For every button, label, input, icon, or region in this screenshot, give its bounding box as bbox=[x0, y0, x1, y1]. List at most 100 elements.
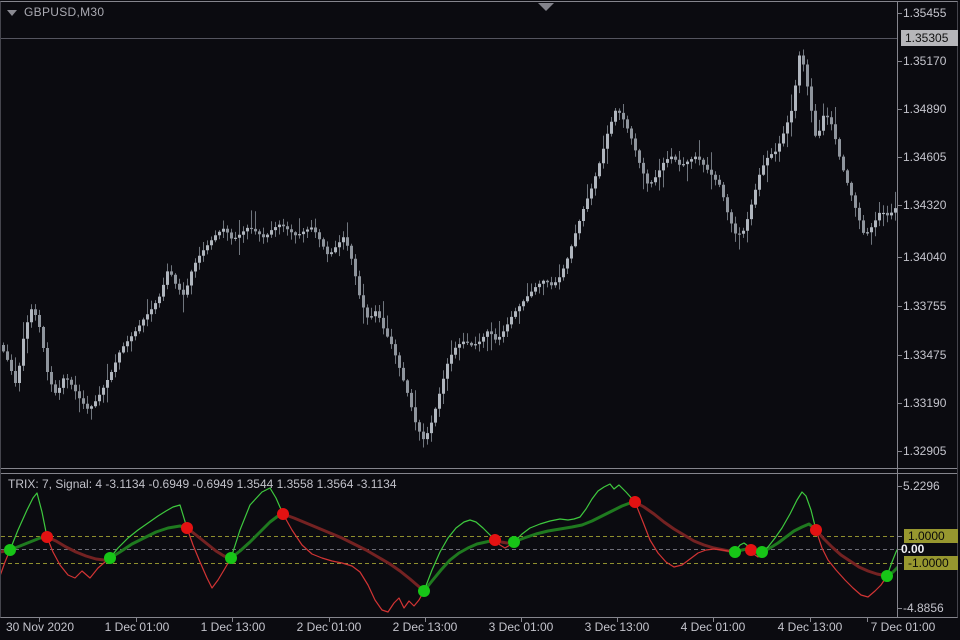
candle-body bbox=[622, 112, 625, 120]
trix-signal-line bbox=[634, 501, 736, 568]
buy-signal-dot bbox=[225, 552, 237, 564]
candle-body bbox=[98, 394, 101, 402]
candle-body bbox=[314, 227, 317, 233]
candle-body bbox=[650, 182, 653, 184]
trix-main-line bbox=[760, 522, 818, 554]
candle-body bbox=[522, 301, 525, 307]
candle-body bbox=[490, 331, 493, 335]
time-axis-label: 4 Dec 13:00 bbox=[777, 620, 843, 634]
candle-body bbox=[538, 283, 541, 288]
trix-main-line bbox=[185, 526, 233, 560]
candle-body bbox=[882, 212, 885, 215]
time-axis-label: 2 Dec 13:00 bbox=[392, 620, 458, 634]
candle-body bbox=[818, 130, 821, 136]
candle-body bbox=[478, 341, 481, 345]
sell-signal-dot bbox=[629, 496, 641, 508]
candle-body bbox=[266, 234, 269, 238]
price-axis-label: 1.33190 bbox=[903, 396, 947, 410]
candle-body bbox=[598, 163, 601, 177]
candle-body bbox=[874, 220, 877, 228]
candle-body bbox=[38, 315, 41, 327]
candle-body bbox=[210, 240, 213, 246]
candle-body bbox=[86, 403, 89, 409]
price-axis-label: 1.34040 bbox=[903, 250, 947, 264]
candle-body bbox=[406, 380, 409, 393]
candle-body bbox=[354, 258, 357, 277]
candle-body bbox=[738, 233, 741, 235]
candle-body bbox=[846, 170, 849, 183]
candle-body bbox=[58, 387, 61, 393]
candle-body bbox=[390, 336, 393, 345]
candle-body bbox=[798, 55, 801, 86]
candle-body bbox=[190, 271, 193, 286]
candle-body bbox=[250, 227, 253, 230]
candle-body bbox=[554, 282, 557, 286]
candle-body bbox=[414, 407, 417, 423]
candle-body bbox=[34, 309, 37, 315]
trix-signal-line bbox=[513, 483, 636, 543]
candle-body bbox=[494, 334, 497, 340]
time-axis-label: 30 Nov 2020 bbox=[5, 620, 75, 634]
symbol-selector[interactable]: GBPUSD,M30 bbox=[7, 5, 104, 19]
candle-body bbox=[666, 159, 669, 163]
indicator-level-tag: -1.0000 bbox=[904, 556, 958, 570]
dropdown-triangle-icon[interactable] bbox=[7, 10, 17, 16]
time-axis-label: 3 Dec 01:00 bbox=[488, 620, 554, 634]
candle-body bbox=[238, 234, 241, 238]
buy-signal-dot bbox=[418, 585, 430, 597]
candle-body bbox=[830, 117, 833, 125]
candle-body bbox=[418, 422, 421, 432]
candle-body bbox=[70, 379, 73, 385]
candle-body bbox=[578, 221, 581, 234]
candle-body bbox=[78, 391, 81, 399]
candle-body bbox=[90, 406, 93, 409]
candle-body bbox=[258, 231, 261, 235]
time-axis-label: 4 Dec 01:00 bbox=[680, 620, 746, 634]
candle-body bbox=[734, 223, 737, 234]
candle-body bbox=[326, 246, 329, 255]
candle-body bbox=[126, 341, 129, 347]
candle-body bbox=[774, 151, 777, 155]
candle-body bbox=[482, 336, 485, 342]
candle-body bbox=[118, 352, 121, 363]
sell-signal-dot bbox=[277, 508, 289, 520]
chart-shift-marker-icon[interactable] bbox=[538, 3, 554, 11]
candle-body bbox=[758, 174, 761, 190]
candle-body bbox=[546, 280, 549, 283]
candle-body bbox=[446, 363, 449, 379]
trix-main-line bbox=[633, 500, 737, 554]
candle-body bbox=[858, 207, 861, 221]
candle-body bbox=[570, 246, 573, 259]
candle-body bbox=[226, 228, 229, 233]
candle-body bbox=[646, 173, 649, 184]
candle-body bbox=[342, 237, 345, 243]
candle-body bbox=[826, 115, 829, 118]
candle-body bbox=[574, 233, 577, 247]
candle-body bbox=[550, 282, 553, 286]
candle-body bbox=[886, 212, 889, 216]
candle-body bbox=[346, 237, 349, 246]
trix-signal-line bbox=[46, 536, 111, 579]
candle-body bbox=[62, 378, 65, 388]
candle-body bbox=[382, 317, 385, 329]
candle-body bbox=[110, 372, 113, 380]
candle-body bbox=[790, 110, 793, 123]
price-axis-label: 1.35455 bbox=[903, 6, 947, 20]
candle-body bbox=[634, 138, 637, 151]
candle-body bbox=[434, 408, 437, 423]
candle-body bbox=[770, 154, 773, 158]
candle-body bbox=[198, 255, 201, 263]
candle-body bbox=[10, 359, 13, 371]
candle-body bbox=[542, 280, 545, 284]
candle-body bbox=[502, 331, 505, 337]
candle-body bbox=[138, 325, 141, 332]
trix-signal-line bbox=[9, 492, 48, 551]
candle-body bbox=[626, 119, 629, 129]
candle-body bbox=[458, 344, 461, 348]
candle-body bbox=[442, 378, 445, 394]
candle-body bbox=[282, 224, 285, 227]
candle-body bbox=[46, 348, 49, 372]
candle-body bbox=[182, 289, 185, 295]
candle-body bbox=[754, 189, 757, 205]
